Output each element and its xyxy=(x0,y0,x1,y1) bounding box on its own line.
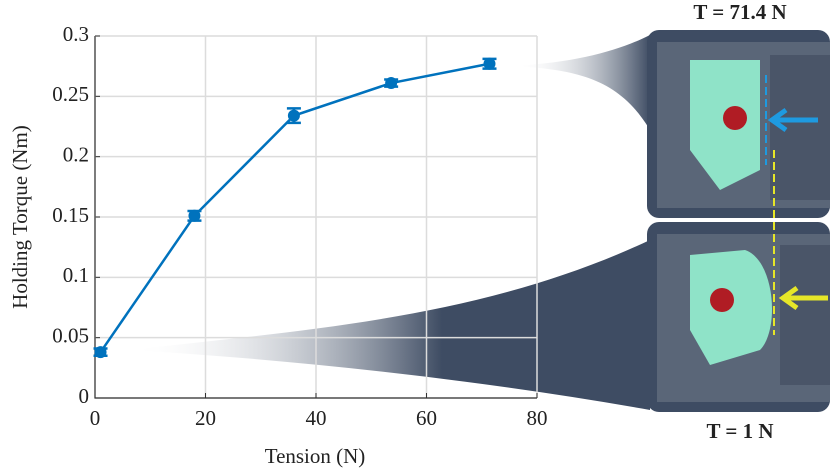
y-tick-label: 0.2 xyxy=(63,142,89,166)
x-tick-label: 60 xyxy=(416,406,437,430)
data-point xyxy=(287,109,300,122)
x-axis-label: Tension (N) xyxy=(265,444,366,468)
data-point xyxy=(188,209,201,222)
annotation: T = 71.4 N xyxy=(693,0,786,24)
zoom-funnel xyxy=(515,35,650,130)
photo-panel xyxy=(647,150,830,412)
data-point xyxy=(385,77,398,90)
y-tick-label: 0 xyxy=(79,384,90,408)
zoom-funnel xyxy=(130,240,650,410)
axes xyxy=(94,36,537,399)
x-tick-label: 40 xyxy=(306,406,327,430)
photo-panel xyxy=(647,30,830,218)
x-tick-label: 0 xyxy=(90,406,101,430)
data-line xyxy=(99,62,490,353)
y-tick-label: 0.1 xyxy=(63,263,89,287)
y-tick-label: 0.15 xyxy=(52,203,89,227)
data-point xyxy=(483,57,496,70)
x-tick-label: 20 xyxy=(195,406,216,430)
y-tick-label: 0.05 xyxy=(52,323,89,347)
y-tick-label: 0.25 xyxy=(52,82,89,106)
x-tick-label: 80 xyxy=(527,406,548,430)
y-tick-label: 0.3 xyxy=(63,22,89,46)
y-axis-label: Holding Torque (Nm) xyxy=(8,125,32,309)
annotation: T = 1 N xyxy=(706,419,773,443)
data-point xyxy=(94,346,107,359)
